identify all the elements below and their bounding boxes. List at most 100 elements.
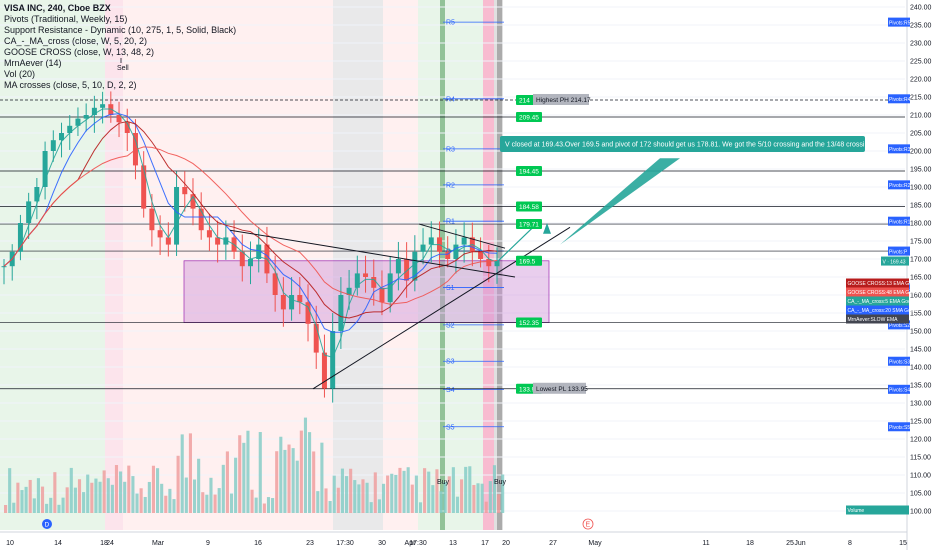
- volume-bar: [180, 434, 184, 513]
- study-mrnaever[interactable]: MrnAever (14): [4, 58, 62, 68]
- pivot-axis-tag: [888, 320, 910, 330]
- indicator-axis-tag: [881, 256, 909, 266]
- volume-bar: [423, 468, 427, 513]
- price-tick: 155.00: [910, 311, 932, 318]
- pivot-axis-tag-text: Pivots:S3: [889, 359, 910, 365]
- candle-body: [190, 194, 196, 209]
- candle-body: [297, 295, 303, 303]
- ma-line-3: [3, 146, 498, 305]
- pivot-label-r5: R5: [446, 20, 455, 27]
- volume-bar: [45, 503, 49, 513]
- volume-bar: [176, 455, 180, 513]
- level-tag-text: 184.58: [519, 204, 539, 211]
- indicator-axis-tag: [846, 314, 909, 324]
- volume-bar: [106, 478, 110, 513]
- price-tick: 165.00: [910, 275, 932, 282]
- price-tick: 210.00: [910, 113, 932, 120]
- volume-bar: [147, 481, 151, 513]
- pivot-axis-tag-text: Pivots:R5: [889, 20, 911, 26]
- volume-bar: [229, 493, 234, 513]
- study-goose-cross[interactable]: GOOSE CROSS (close, W, 13, 48, 2): [4, 47, 155, 57]
- volume-bar: [225, 451, 229, 513]
- symbol-title[interactable]: VISA INC, 240, Cboe BZX: [4, 3, 111, 13]
- buy-marker-label-2: Buy: [494, 479, 507, 486]
- price-tick: 150.00: [910, 329, 932, 336]
- price-tick: 115.00: [910, 455, 931, 462]
- volume-bar: [262, 503, 266, 513]
- candle-body: [141, 165, 147, 209]
- volume-bar: [451, 467, 455, 513]
- volume-bar: [390, 473, 394, 513]
- candle-body: [313, 323, 319, 353]
- volume-bar: [16, 482, 20, 513]
- note-text: V closed at 169.43.Over 169.5 and pivot …: [505, 142, 899, 149]
- volume-bar: [184, 477, 188, 513]
- candle-body: [198, 208, 204, 231]
- volume-bar: [242, 442, 246, 513]
- time-tick: 20: [502, 540, 510, 547]
- volume-bar: [49, 497, 53, 513]
- volume-bar: [279, 436, 283, 513]
- candle-body: [371, 277, 377, 288]
- study-support-resistance[interactable]: Support Resistance - Dynamic (10, 275, 1…: [4, 25, 237, 35]
- support-zone: [183, 260, 550, 323]
- price-tick: 180.00: [910, 221, 932, 228]
- volume-bar: [86, 474, 90, 513]
- candle-body: [223, 237, 229, 245]
- level-tag-box: [516, 165, 542, 176]
- pivot-axis-tag: [888, 246, 910, 256]
- volume-bar: [57, 504, 61, 513]
- candle-body: [174, 187, 180, 245]
- volume-bar: [131, 476, 135, 513]
- study-ma-crosses[interactable]: MA crosses (close, 5, 10, D, 2, 2): [4, 80, 137, 90]
- candle-body: [75, 118, 81, 126]
- candle-body: [100, 104, 106, 108]
- candle-body: [321, 352, 327, 389]
- candle-body: [34, 187, 40, 202]
- candle-body: [67, 125, 73, 133]
- volume-bar: [464, 466, 468, 513]
- time-tick: 18: [746, 540, 754, 547]
- candle-body: [157, 230, 163, 238]
- study-volume[interactable]: Vol (20): [4, 69, 36, 79]
- time-tick: 27: [549, 540, 557, 547]
- indicator-axis-tag: [846, 278, 909, 288]
- volume-bar: [53, 472, 57, 513]
- level-tag-box: [516, 111, 542, 122]
- candle-body: [215, 237, 221, 245]
- volume-bar: [460, 479, 464, 513]
- price-tick: 100.00: [910, 509, 932, 516]
- volume-bar: [28, 479, 32, 513]
- volume-bar: [431, 485, 435, 513]
- candle-body: [26, 201, 32, 223]
- volume-bar: [143, 496, 147, 513]
- price-tick: 145.00: [910, 347, 932, 354]
- candle-body: [239, 251, 245, 267]
- candle-body: [338, 295, 344, 331]
- pivot-axis-tag-text: Pivots:P: [889, 249, 908, 255]
- volume-bar: [357, 484, 361, 513]
- candle-body: [1, 266, 7, 268]
- volume-bar: [258, 432, 262, 513]
- volume-bar: [271, 498, 275, 513]
- volume-bar: [369, 502, 373, 513]
- volume-bar: [209, 477, 213, 513]
- pivot-label-s5: S5: [446, 424, 455, 431]
- candle-body: [42, 151, 48, 187]
- volume-bar: [197, 458, 201, 513]
- dividend-marker: [42, 519, 52, 529]
- pivot-axis-tag-text: Pivots:R1: [889, 219, 911, 225]
- ma-line-2: [3, 120, 498, 319]
- study-pivots[interactable]: Pivots (Traditional, Weekly, 15): [4, 14, 128, 24]
- pivot-label-s4: S4: [446, 387, 455, 394]
- volume-bar: [24, 486, 28, 513]
- indicator-axis-tag: [846, 505, 909, 515]
- volume-bar: [254, 497, 258, 513]
- ma-line-0: [3, 108, 498, 359]
- volume-bar: [82, 492, 86, 513]
- price-tick: 125.00: [910, 419, 932, 426]
- dividend-marker-text: D: [45, 522, 50, 529]
- study-ma-cross[interactable]: CA_-_MA_cross (close, W, 5, 20, 2): [4, 36, 148, 46]
